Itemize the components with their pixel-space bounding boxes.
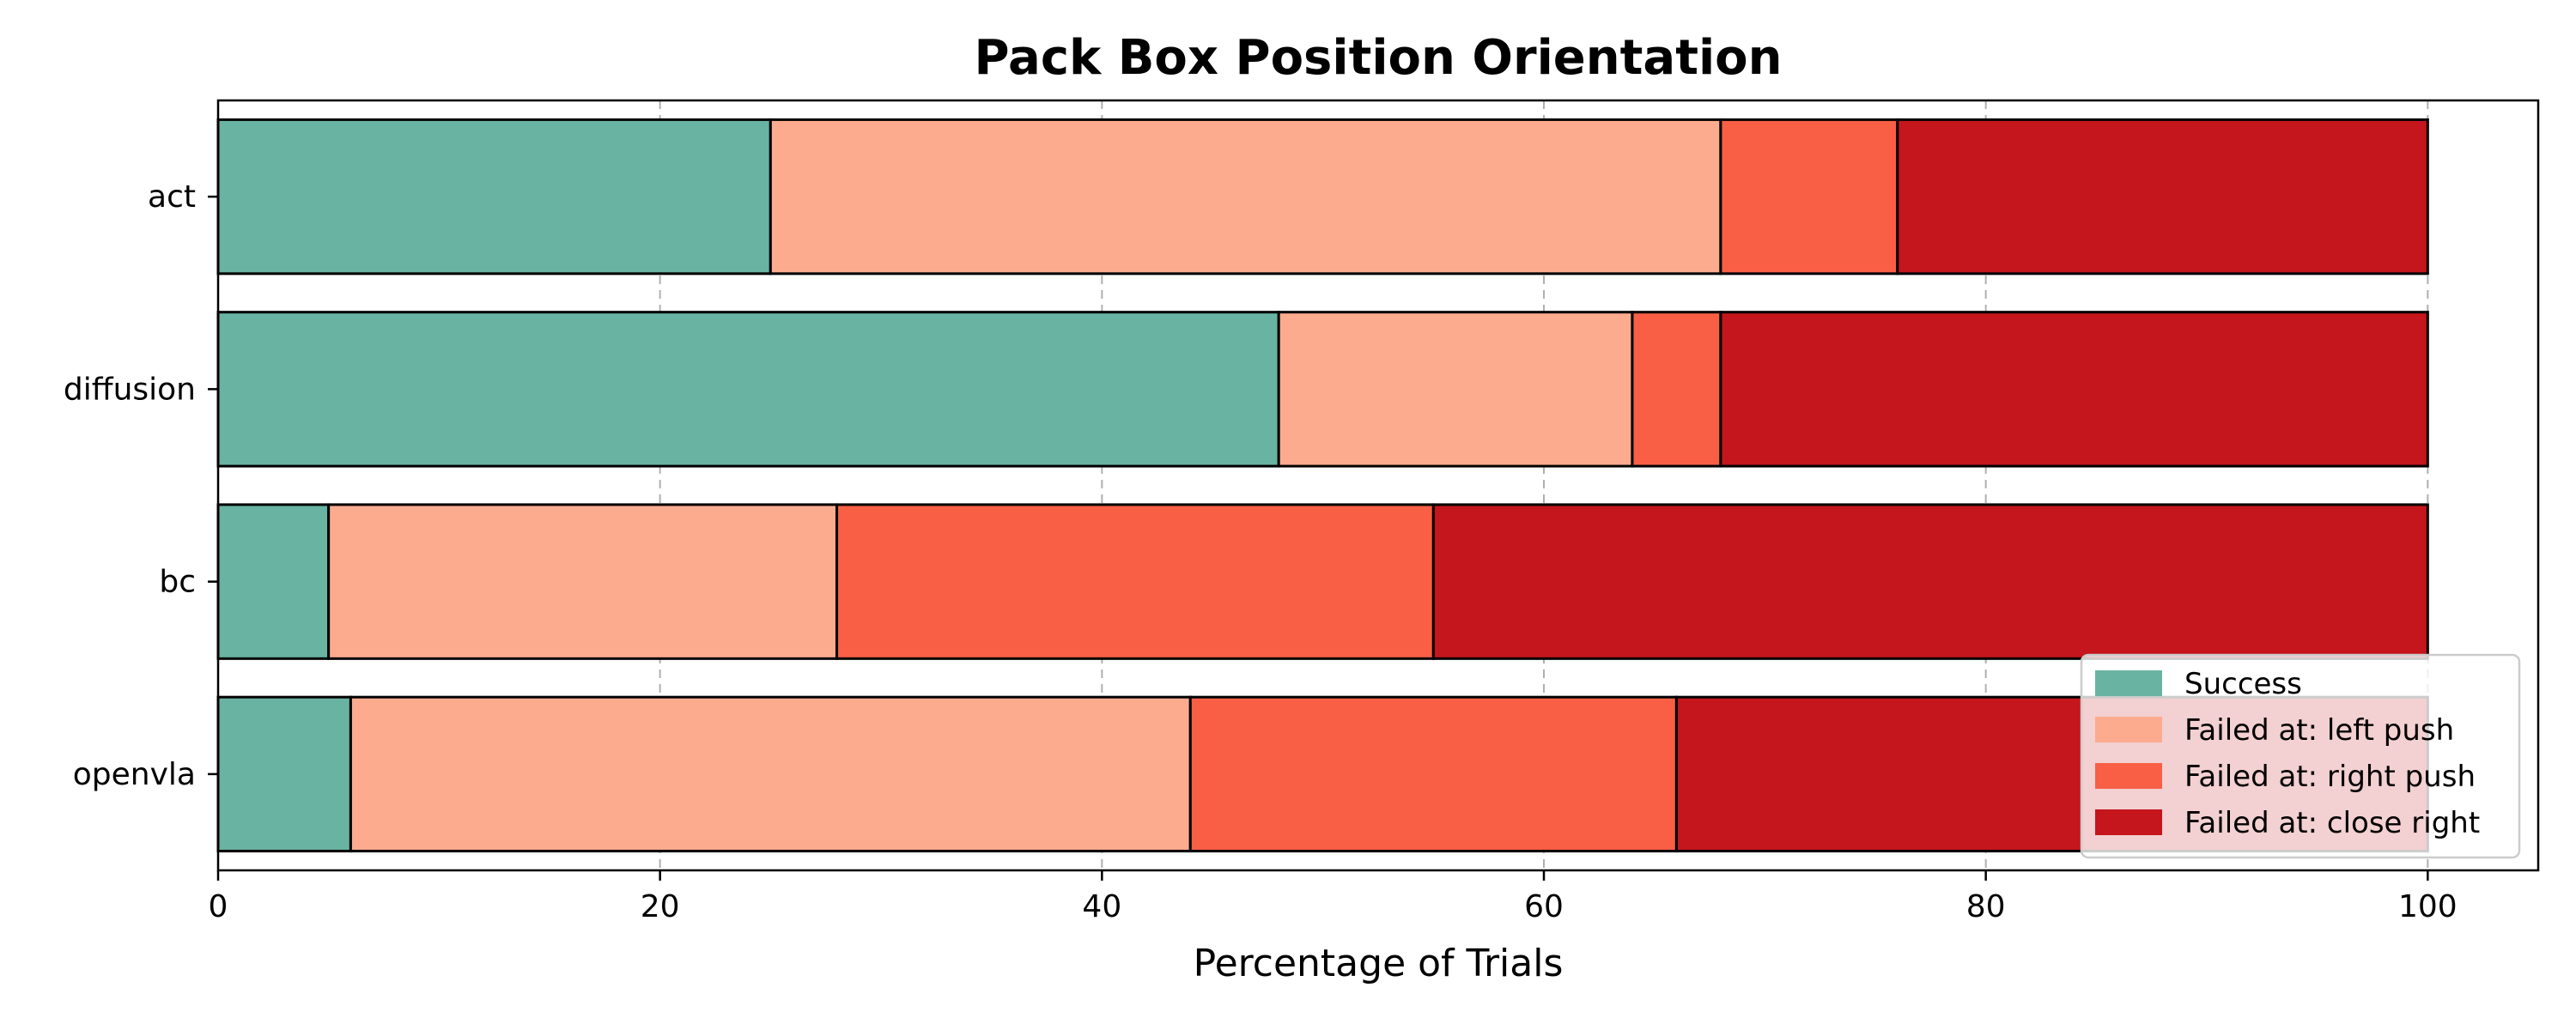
legend: Success Failed at: left push Failed at: ri… xyxy=(2080,653,2521,859)
legend-swatch xyxy=(2095,717,2162,742)
x-axis-ticks: 0 20 40 60 80 100 xyxy=(209,870,2458,924)
y-tick-label: diffusion xyxy=(64,372,196,407)
bar-segment xyxy=(769,118,1722,276)
bar-segment xyxy=(327,503,839,660)
legend-swatch xyxy=(2095,809,2162,835)
bar-segment xyxy=(216,695,352,853)
legend-swatch xyxy=(2095,763,2162,789)
x-tick-label: 20 xyxy=(641,889,680,924)
bars xyxy=(216,118,2429,853)
x-tick-label: 40 xyxy=(1082,889,1121,924)
bar-segment xyxy=(835,503,1435,660)
x-tick-label: 80 xyxy=(1966,889,2006,924)
bar-segment xyxy=(216,503,331,660)
bar-segment xyxy=(1719,311,2429,468)
x-tick-label: 100 xyxy=(2398,889,2458,924)
x-tick-label: 0 xyxy=(209,889,228,924)
y-tick-label: act xyxy=(148,179,196,215)
bar-segment xyxy=(1188,695,1678,853)
y-tick-label: bc xyxy=(159,565,196,600)
bar-segment xyxy=(1719,118,1899,276)
legend-label: Failed at: close right xyxy=(2184,806,2480,840)
y-axis-ticks: act diffusion bc openvla xyxy=(64,179,218,792)
bar-segment xyxy=(349,695,1192,853)
legend-label: Success xyxy=(2184,667,2302,701)
bar-segment xyxy=(216,118,772,276)
legend-label: Failed at: left push xyxy=(2184,713,2454,748)
bar-segment xyxy=(216,311,1280,468)
legend-label: Failed at: right push xyxy=(2184,760,2476,794)
bar-segment xyxy=(1896,118,2429,276)
grid-lines xyxy=(659,100,2429,870)
bar-segment xyxy=(1631,311,1722,468)
legend-box xyxy=(2080,653,2521,859)
chart-title: Pack Box Position Orientation xyxy=(974,30,1782,86)
bar-segment xyxy=(1277,311,1634,468)
plot-frame xyxy=(216,99,2540,872)
x-tick-label: 60 xyxy=(1524,889,1564,924)
bar-segment xyxy=(1431,503,2429,660)
y-tick-label: openvla xyxy=(73,757,196,792)
legend-swatch xyxy=(2095,670,2162,696)
x-axis-label: Percentage of Trials xyxy=(1194,942,1564,985)
